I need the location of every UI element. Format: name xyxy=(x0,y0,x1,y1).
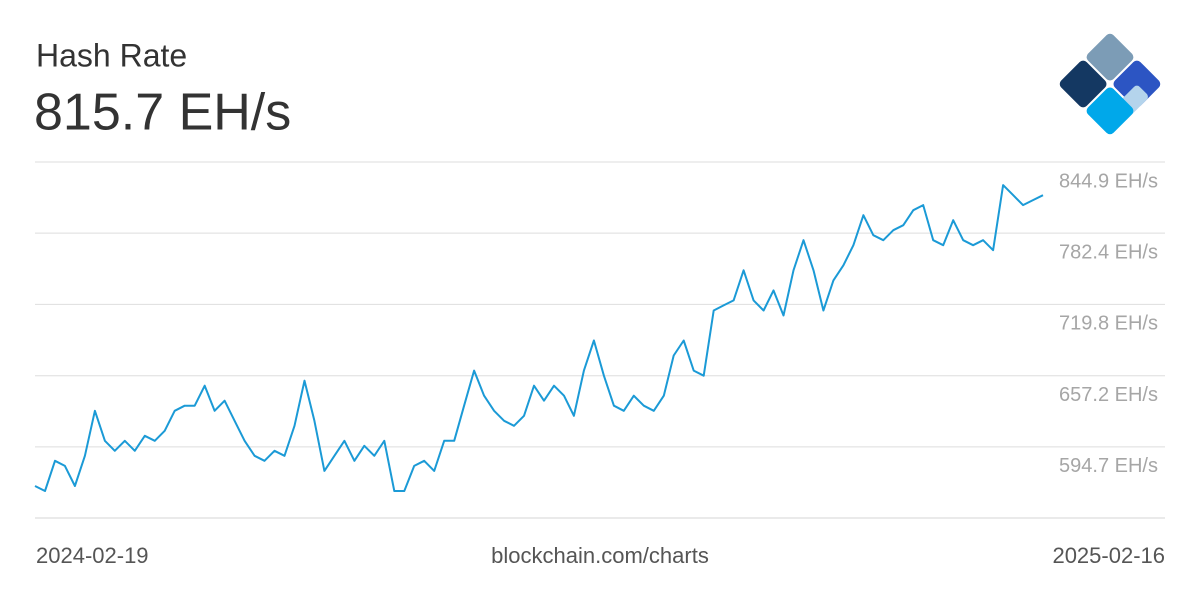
logo-piece xyxy=(1113,60,1161,108)
logo xyxy=(1059,33,1161,135)
x-end-label: 2025-02-16 xyxy=(1052,543,1165,568)
y-tick-label: 594.7 EH/s xyxy=(1059,455,1158,477)
logo-piece xyxy=(1086,87,1134,135)
y-tick-label: 844.9 EH/s xyxy=(1059,170,1158,192)
logo-piece xyxy=(1059,60,1107,108)
current-value: 815.7 EH/s xyxy=(34,84,291,142)
y-tick-label: 782.4 EH/s xyxy=(1059,241,1158,263)
source: blockchain.com/charts xyxy=(491,543,709,568)
y-tick-label: 719.8 EH/s xyxy=(1059,313,1158,335)
logo-piece xyxy=(1086,33,1134,81)
chart-title: Hash Rate xyxy=(36,37,187,73)
y-tick-label: 657.2 EH/s xyxy=(1059,384,1158,406)
data-line xyxy=(34,184,1044,492)
x-start-label: 2024-02-19 xyxy=(36,543,149,568)
